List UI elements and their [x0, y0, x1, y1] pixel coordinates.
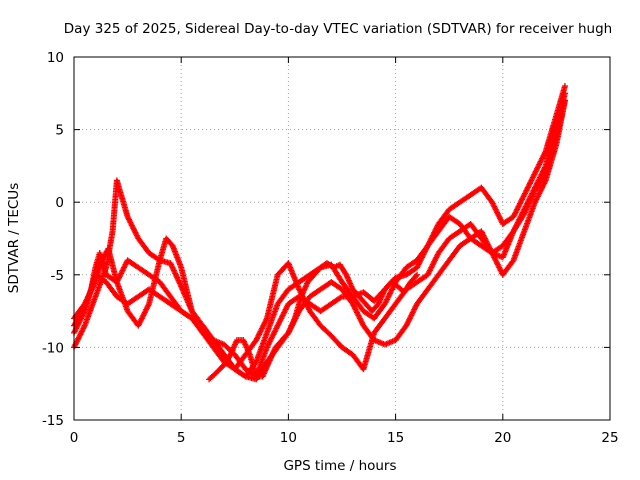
series-track-2 — [71, 90, 568, 373]
x-tick-label: 10 — [280, 430, 297, 446]
data-point — [337, 294, 344, 301]
y-tick-label: 5 — [55, 123, 64, 139]
data-markers — [71, 83, 568, 383]
y-tick-label: -15 — [42, 413, 64, 429]
axis-ticks: 0 5 10 15 20 25 -15 -10 -5 0 5 10 — [42, 50, 619, 446]
series-track-4 — [71, 97, 568, 380]
data-point — [412, 273, 419, 280]
plot-frame — [73, 56, 611, 421]
data-point — [561, 90, 568, 97]
chart-title: Day 325 of 2025, Sidereal Day-to-day VTE… — [64, 21, 612, 37]
x-tick-label: 15 — [387, 430, 404, 446]
y-axis-label: SDTVAR / TECUs — [6, 183, 22, 293]
grid-lines — [74, 57, 610, 420]
y-tick-label: 10 — [47, 50, 64, 66]
x-axis-label: GPS time / hours — [283, 458, 396, 474]
y-tick-label: 0 — [55, 195, 64, 211]
y-tick-label: -5 — [51, 268, 64, 284]
series-track-5 — [206, 260, 421, 383]
series-track-1 — [71, 83, 568, 380]
data-point — [241, 372, 248, 379]
data-point — [561, 97, 568, 104]
data-point — [414, 271, 421, 278]
y-tick-label: -10 — [42, 340, 64, 356]
x-tick-label: 5 — [177, 430, 186, 446]
series-track-3 — [71, 97, 568, 383]
x-tick-label: 0 — [70, 430, 79, 446]
x-tick-label: 20 — [494, 430, 511, 446]
data-point — [561, 83, 568, 90]
data-point — [541, 171, 548, 178]
x-tick-label: 25 — [601, 430, 618, 446]
